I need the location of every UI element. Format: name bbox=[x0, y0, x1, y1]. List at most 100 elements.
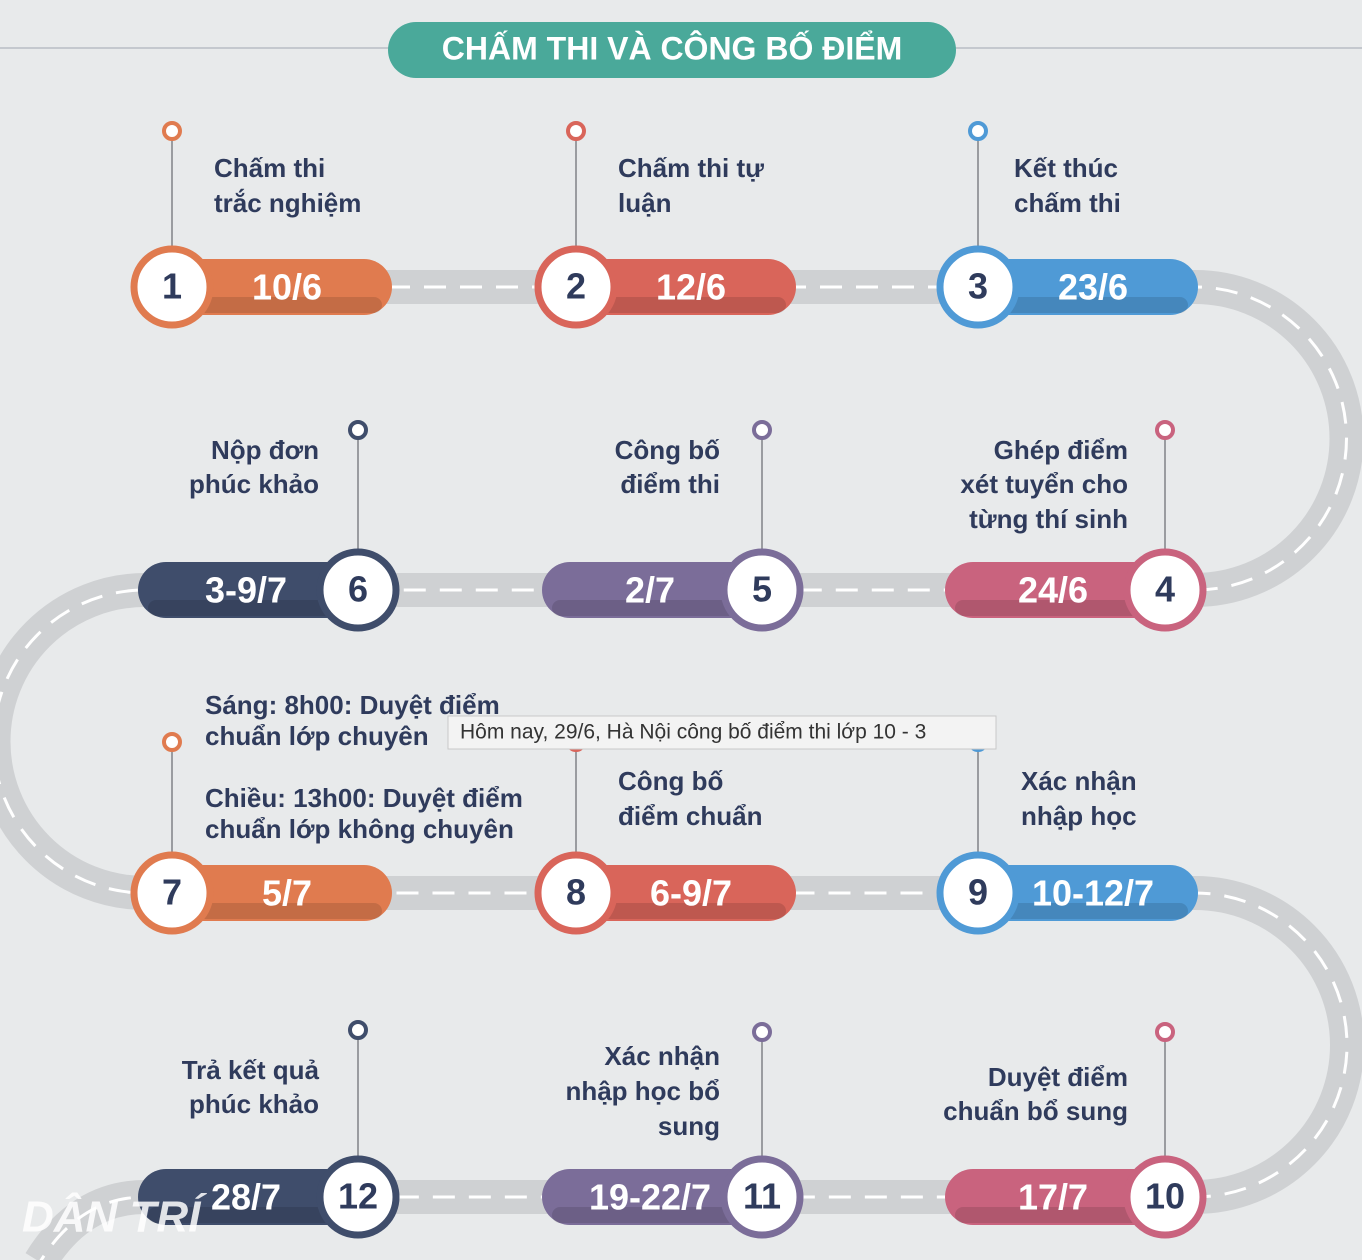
date-pill-shade bbox=[182, 903, 382, 919]
step-label: Ghép điểm bbox=[994, 435, 1128, 465]
date-pill bbox=[138, 1169, 358, 1225]
step-label: xét tuyển cho bbox=[960, 469, 1128, 499]
road-dashes bbox=[0, 285, 1349, 1260]
date: 3-9/7 bbox=[205, 570, 287, 611]
step-label: Chấm thi bbox=[214, 153, 325, 183]
step-number: 6 bbox=[348, 569, 368, 610]
step-label: từng thí sinh bbox=[969, 504, 1128, 534]
date: 19-22/7 bbox=[589, 1177, 711, 1218]
step-number: 1 bbox=[162, 266, 182, 307]
step-label: chuẩn lớp chuyên bbox=[205, 721, 429, 751]
date-pill bbox=[945, 1169, 1165, 1225]
date-pill bbox=[542, 562, 762, 618]
step-circle bbox=[316, 1155, 400, 1239]
step-number: 5 bbox=[752, 569, 772, 610]
step-number: 2 bbox=[566, 266, 586, 307]
tooltip-text: Hôm nay, 29/6, Hà Nội công bố điểm thi l… bbox=[460, 721, 926, 744]
title: CHẤM THI VÀ CÔNG BỐ ĐIỂM bbox=[442, 30, 902, 66]
step-circle bbox=[534, 851, 618, 935]
step-number: 7 bbox=[162, 872, 182, 913]
step-label: Công bố bbox=[615, 435, 721, 465]
step-circle bbox=[720, 548, 804, 632]
step-circle bbox=[1123, 1155, 1207, 1239]
date-pill-shade bbox=[148, 1207, 348, 1223]
step-label: nhập học bổ bbox=[565, 1076, 720, 1106]
date: 28/7 bbox=[211, 1177, 281, 1218]
date: 2/7 bbox=[625, 570, 675, 611]
date-pill bbox=[172, 259, 392, 315]
step-label: chuẩn bổ sung bbox=[943, 1096, 1128, 1126]
date: 10-12/7 bbox=[1032, 873, 1154, 914]
pin-head bbox=[1155, 420, 1175, 440]
step-label: phúc khảo bbox=[189, 1089, 319, 1119]
pin-head bbox=[162, 732, 182, 752]
date-pill-shade bbox=[955, 600, 1155, 616]
tooltip: Hôm nay, 29/6, Hà Nội công bố điểm thi l… bbox=[447, 715, 997, 750]
step-label: Xác nhận bbox=[1021, 766, 1137, 796]
step-circle bbox=[130, 851, 214, 935]
step-label: Chấm thi tự bbox=[618, 153, 764, 183]
step-label: Sáng: 8h00: Duyệt điểm bbox=[205, 690, 500, 720]
date-pill bbox=[542, 1169, 762, 1225]
step-label: chuẩn lớp không chuyên bbox=[205, 814, 514, 844]
step-number: 8 bbox=[566, 872, 586, 913]
step-number: 11 bbox=[743, 1176, 781, 1217]
date: 12/6 bbox=[656, 267, 726, 308]
step-label: chấm thi bbox=[1014, 188, 1121, 218]
step-circle bbox=[936, 245, 1020, 329]
title-pill bbox=[388, 22, 956, 78]
pin-head bbox=[752, 420, 772, 440]
pin-head bbox=[348, 420, 368, 440]
steps: 10/6 1 Chấm thi trắc nghiệm 12/6 2 Chấm thi tự… bbox=[130, 121, 1207, 1239]
step-label: Kết thúc bbox=[1014, 153, 1118, 183]
pin-head bbox=[752, 1022, 772, 1042]
step-number: 12 bbox=[338, 1176, 378, 1217]
date: 5/7 bbox=[262, 873, 312, 914]
step-label: Xác nhận bbox=[604, 1041, 720, 1071]
date-pill-shade bbox=[182, 297, 382, 313]
step-label: trắc nghiệm bbox=[214, 188, 361, 218]
tooltip-box bbox=[447, 715, 997, 750]
step-circle bbox=[316, 548, 400, 632]
step-label: phúc khảo bbox=[189, 469, 319, 499]
step-label: sung bbox=[658, 1111, 720, 1141]
pin-head bbox=[968, 121, 988, 141]
step-number: 9 bbox=[968, 872, 988, 913]
step-label: Chiều: 13h00: Duyệt điểm bbox=[205, 783, 523, 813]
date-pill bbox=[978, 865, 1198, 921]
step-circle bbox=[534, 245, 618, 329]
pin-head bbox=[348, 1020, 368, 1040]
date: 6-9/7 bbox=[650, 873, 732, 914]
date-pill-shade bbox=[552, 1207, 752, 1223]
step-circle bbox=[720, 1155, 804, 1239]
date-pill bbox=[172, 865, 392, 921]
step-label: nhập học bbox=[1021, 801, 1137, 831]
step-circle bbox=[936, 851, 1020, 935]
watermark: DÂN TRÍ bbox=[22, 1192, 207, 1242]
date: 24/6 bbox=[1018, 570, 1088, 611]
step-label: Nộp đơn bbox=[211, 435, 319, 465]
pin-head bbox=[1155, 1022, 1175, 1042]
date: 23/6 bbox=[1058, 267, 1128, 308]
step-label: điểm chuẩn bbox=[618, 801, 762, 831]
step-label: Trả kết quả bbox=[182, 1055, 320, 1085]
date: 17/7 bbox=[1018, 1177, 1088, 1218]
pin-head bbox=[162, 121, 182, 141]
date-pill-shade bbox=[988, 297, 1188, 313]
date-pill bbox=[945, 562, 1165, 618]
date: 10/6 bbox=[252, 267, 322, 308]
step-circle bbox=[1123, 548, 1207, 632]
step-label: Công bố bbox=[618, 766, 724, 796]
step-circle bbox=[130, 245, 214, 329]
date-pill bbox=[138, 562, 358, 618]
step-label: luận bbox=[618, 188, 671, 218]
date-pill-shade bbox=[586, 903, 786, 919]
pin-head bbox=[566, 121, 586, 141]
date-pill bbox=[576, 865, 796, 921]
date-pill bbox=[978, 259, 1198, 315]
step-label: Duyệt điểm bbox=[988, 1062, 1128, 1092]
date-pill-shade bbox=[586, 297, 786, 313]
date-pill-shade bbox=[148, 600, 348, 616]
